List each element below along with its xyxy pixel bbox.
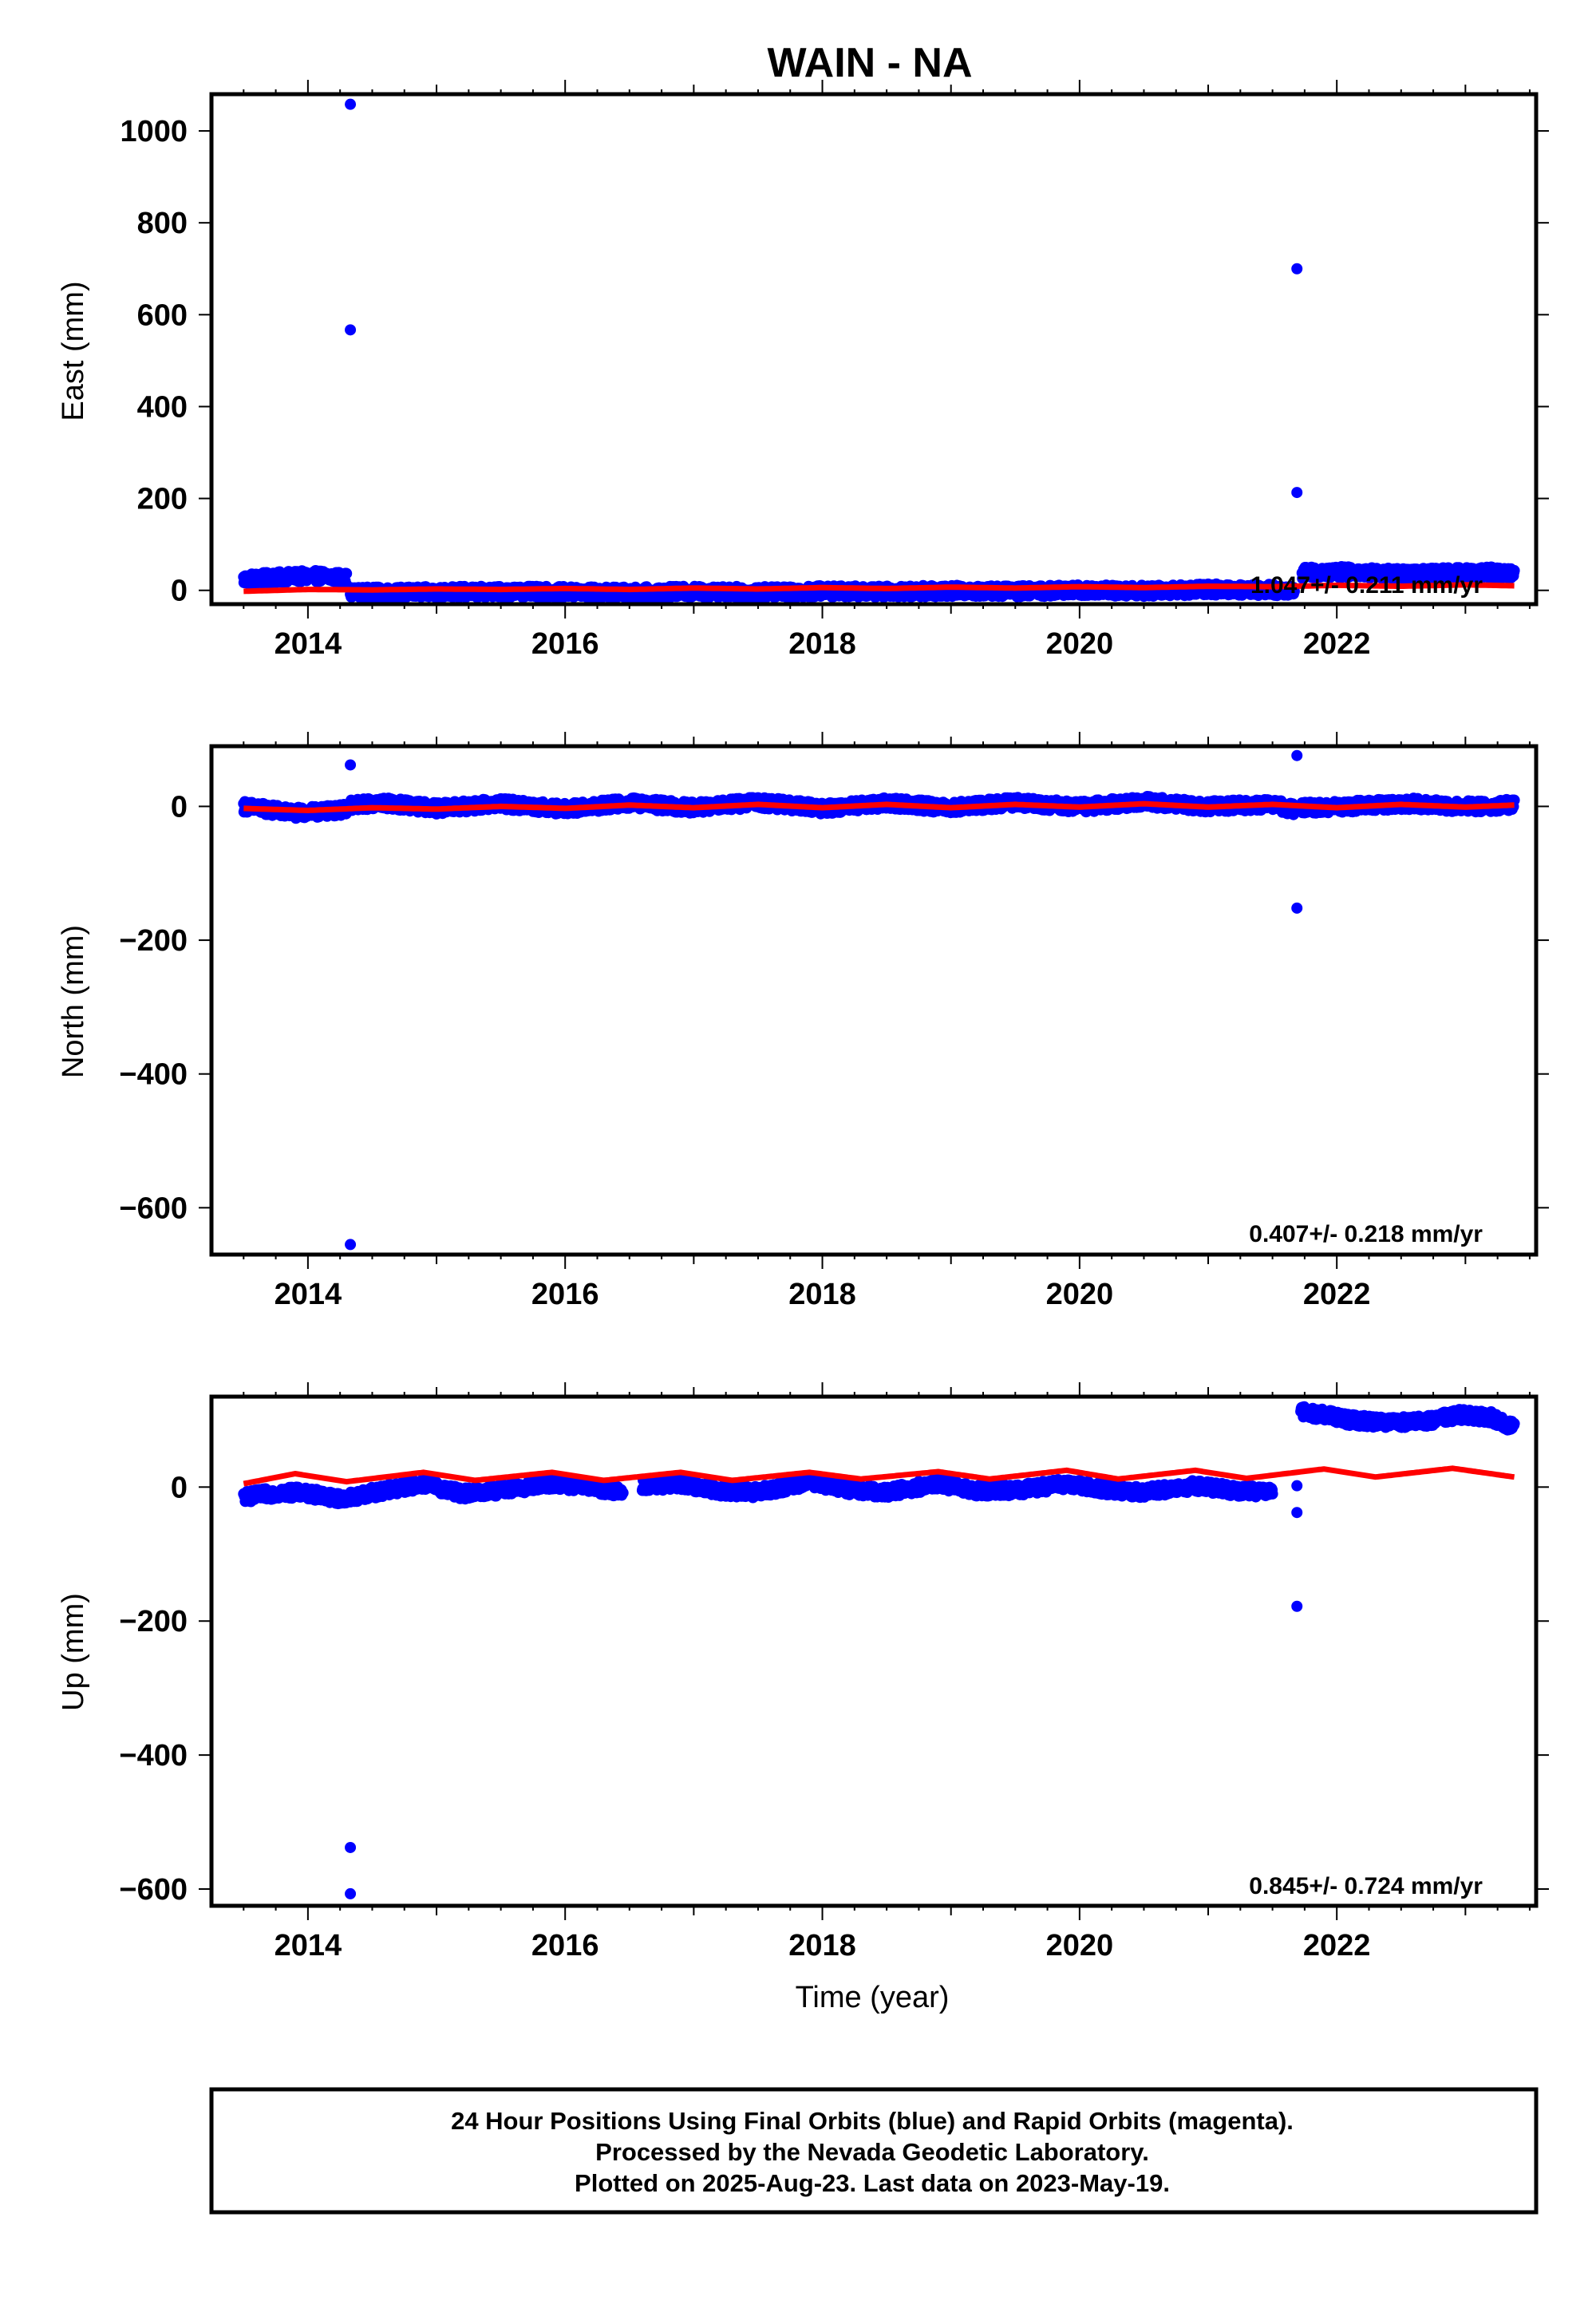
outlier-point bbox=[345, 98, 357, 110]
data-point bbox=[1508, 564, 1520, 576]
x-tick-label: 2020 bbox=[1046, 1278, 1114, 1311]
north-panel: North (mm) 2014 2016 2018 2020 2022 −600 −400 −… bbox=[57, 732, 1549, 1311]
x-tick-label: 2014 bbox=[275, 627, 342, 661]
data-series-segment bbox=[238, 565, 353, 590]
east-panel: East (mm) 2014 2016 2018 2020 2022 0 200 400 600… bbox=[57, 80, 1549, 661]
x-tick-label: 2018 bbox=[788, 1278, 856, 1311]
plot-frame bbox=[209, 92, 1539, 607]
outlier-point bbox=[1291, 487, 1303, 499]
y-tick-label: 600 bbox=[137, 298, 188, 332]
y-tick-label: 0 bbox=[171, 790, 188, 824]
y-tick-label: 800 bbox=[137, 207, 188, 240]
plot-area bbox=[238, 98, 1520, 604]
x-tick-label: 2018 bbox=[788, 627, 856, 661]
y-tick-label: −400 bbox=[119, 1058, 188, 1092]
x-tick-label: 2022 bbox=[1303, 627, 1371, 661]
y-tick-label: 1000 bbox=[120, 115, 188, 148]
y-tick-label: 400 bbox=[137, 390, 188, 424]
east-rate-label: 1.047+/- 0.211 mm/yr bbox=[1250, 572, 1483, 599]
chart-title: WAIN - NA bbox=[767, 40, 972, 86]
outlier-point bbox=[345, 324, 357, 336]
data-series-segment bbox=[1296, 561, 1520, 586]
y-tick-label: −200 bbox=[119, 924, 188, 958]
y-tick-label: −600 bbox=[119, 1192, 188, 1225]
x-tick-label: 2022 bbox=[1303, 1278, 1371, 1311]
y-tick-label: 0 bbox=[171, 575, 188, 608]
outlier-point bbox=[1291, 263, 1303, 275]
north-ylabel: North (mm) bbox=[57, 925, 90, 1078]
plot-area bbox=[238, 749, 1520, 1251]
x-tick-label: 2016 bbox=[531, 627, 599, 661]
east-ylabel: East (mm) bbox=[57, 281, 90, 421]
x-tick-label: 2016 bbox=[531, 1278, 599, 1311]
y-tick-label: 200 bbox=[137, 483, 188, 516]
x-tick-label: 2014 bbox=[275, 1278, 342, 1311]
x-tick-label: 2020 bbox=[1046, 627, 1114, 661]
fit-line bbox=[243, 582, 1515, 595]
data-point bbox=[341, 567, 353, 579]
